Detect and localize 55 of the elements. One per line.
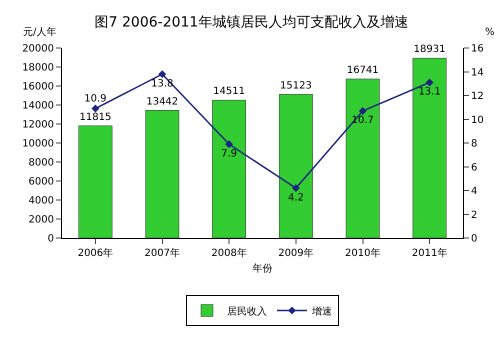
y-tick-label: 20000	[22, 44, 54, 54]
data-label: 11815	[80, 112, 112, 123]
y-tick-label: 8000	[28, 158, 54, 168]
data-label: 13.1	[418, 86, 441, 98]
data-label: 18931	[414, 44, 446, 56]
bar	[145, 110, 180, 238]
x-tick-label: 2010年	[345, 247, 380, 259]
y2-tick-label: 0	[471, 234, 478, 244]
data-label: 16741	[346, 64, 379, 76]
x-tick-label: 2008年	[211, 247, 247, 259]
y-tick-label: 4000	[28, 196, 54, 206]
point	[358, 107, 367, 115]
data-label: 15123	[280, 80, 312, 92]
y2-tick-label: 4	[471, 186, 478, 197]
data-label: 13.8	[151, 78, 174, 90]
y2-tick-label: 14	[471, 67, 484, 78]
point	[92, 104, 100, 112]
point	[158, 70, 166, 78]
y2-tick-label: 10	[471, 114, 484, 126]
point	[292, 184, 300, 192]
y-tick-label: 14000	[22, 100, 54, 112]
point	[225, 140, 233, 148]
y-tick-label: 6000	[28, 176, 54, 188]
bar	[278, 94, 313, 238]
data-label: 4.2	[288, 192, 304, 204]
y-tick-label: 16000	[22, 82, 54, 92]
data-label: 14511	[213, 86, 245, 98]
y-tick-label: 12000	[22, 120, 54, 130]
bar	[412, 58, 447, 238]
y-tick-label: 0	[48, 234, 54, 244]
legend-label: 增速	[311, 305, 332, 318]
x-axis-title: 年份	[252, 262, 272, 274]
x-tick-label: 2011年	[412, 247, 448, 259]
y2-axis-title: %	[485, 27, 495, 38]
y2-tick-label: 2	[471, 210, 478, 221]
chart-title: 图7 2006-2011年城镇居民人均可支配收入及增速	[94, 14, 408, 31]
bar	[212, 100, 246, 238]
bar	[346, 78, 380, 238]
x-tick-label: 2006年	[78, 247, 114, 259]
bar	[78, 126, 112, 238]
y-tick-label: 2000	[28, 214, 54, 226]
data-label: 7.9	[221, 148, 238, 160]
x-tick-label: 2007年	[144, 247, 180, 259]
y-tick-label: 10000	[22, 138, 54, 150]
legend-label: 居民收入	[227, 305, 267, 318]
y-axis-title: 元/人年	[23, 26, 56, 38]
point	[426, 78, 434, 86]
data-label: 13442	[146, 96, 178, 108]
x-tick-label: 2009年	[278, 247, 314, 259]
y-tick-label: 18000	[22, 62, 54, 74]
y2-tick-label: 12	[471, 91, 484, 102]
y2-tick-label: 8	[471, 138, 478, 150]
y2-tick-label: 16	[471, 44, 484, 54]
y2-tick-label: 6	[471, 162, 478, 174]
data-label: 10.9	[84, 93, 107, 104]
